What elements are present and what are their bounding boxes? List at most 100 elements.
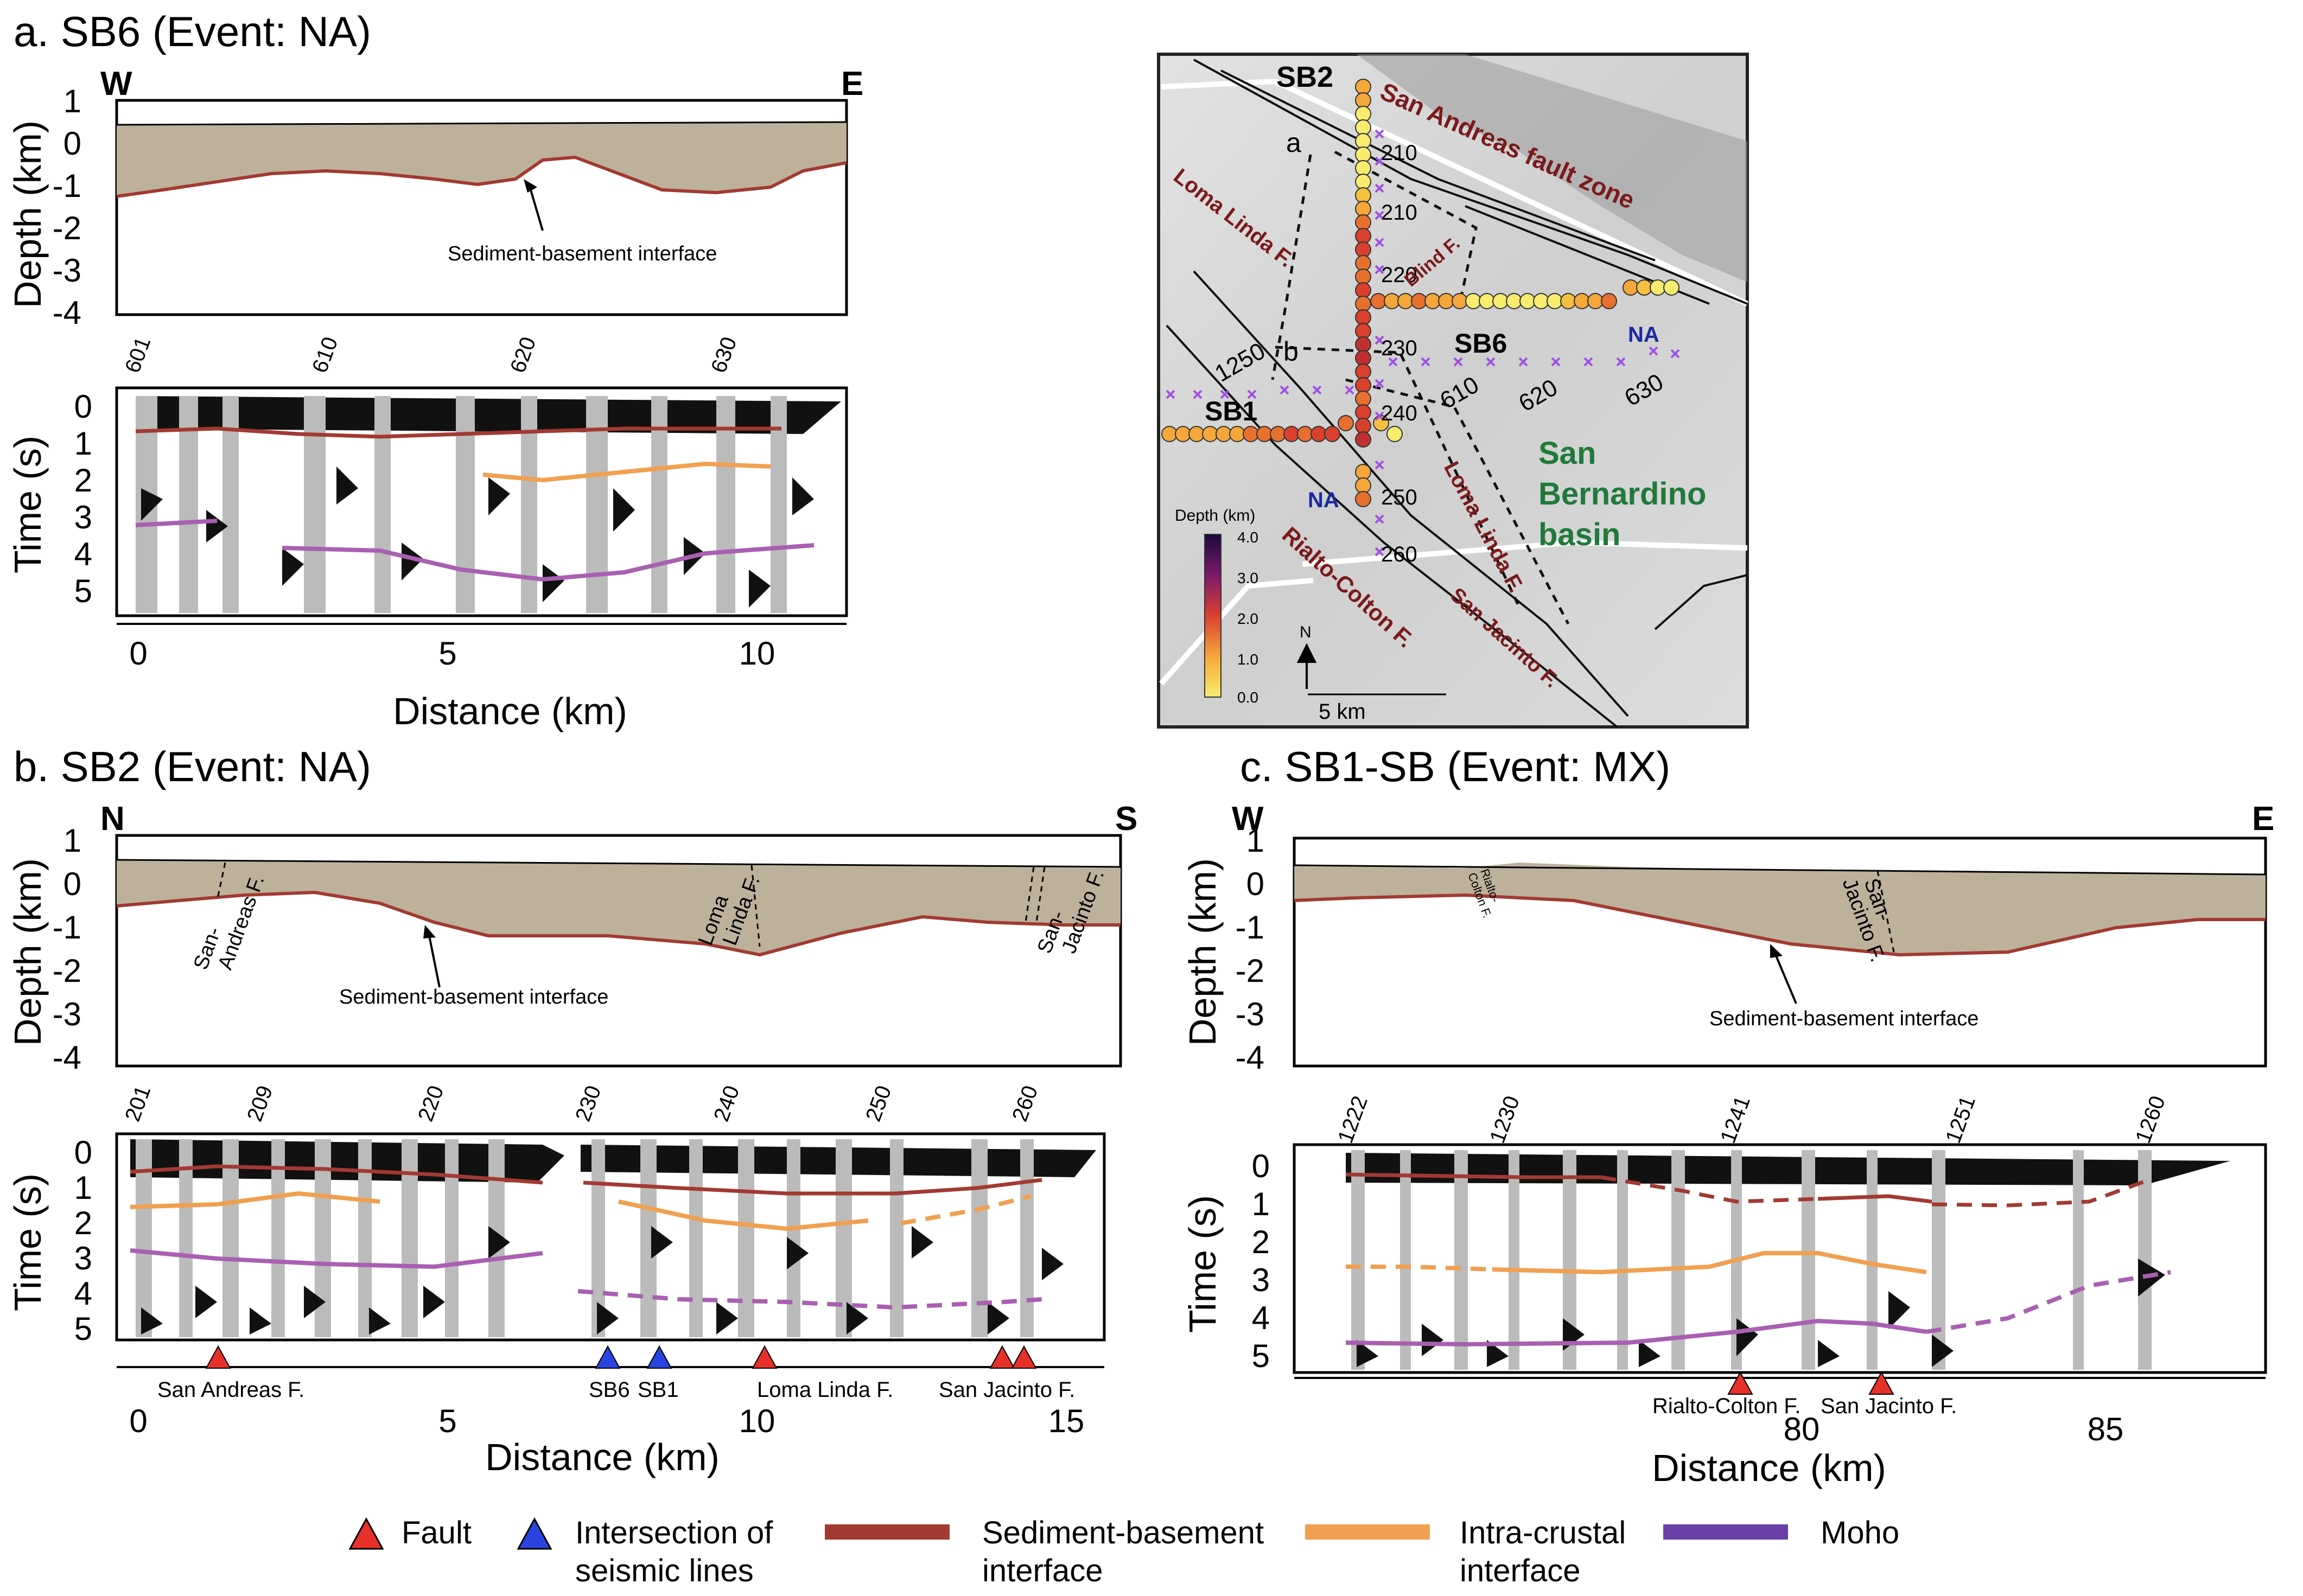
panel-c-moho-pick	[1345, 1318, 1927, 1347]
fault-marker-icon	[1727, 1371, 1753, 1395]
panel-b-fault-dashes	[216, 862, 1046, 947]
panel-a-time-tick: 2	[74, 462, 92, 499]
panel-a-distance-label: Distance (km)	[393, 690, 627, 732]
panel-c-station: 1230	[1485, 1093, 1524, 1146]
panel-c-depth-axis-label: Depth (km)	[1181, 858, 1224, 1046]
map-station-num: 220	[1381, 263, 1417, 287]
panel-a-title: a. SB6 (Event: NA)	[14, 8, 371, 55]
legend-fault-icon	[348, 1517, 384, 1550]
map-colorbar-tick: 0.0	[1237, 689, 1258, 706]
panel-b-annotation-arrow	[428, 933, 441, 988]
panel-a-station: 630	[707, 334, 741, 376]
panel-a-moho-pick-2	[282, 543, 815, 582]
legend-intra-label-1: Intra-crustal	[1460, 1515, 1626, 1550]
map-station-num: 250	[1381, 486, 1417, 509]
legend-fault-label: Fault	[402, 1515, 472, 1550]
panel-b-title: b. SB2 (Event: NA)	[14, 743, 371, 790]
panel-b-time-tick: 4	[74, 1275, 92, 1312]
panel-b-intra-pick-2	[618, 1199, 869, 1231]
panel-a-depth-tick: -4	[53, 295, 81, 331]
map-colorbar-title: Depth (km)	[1175, 507, 1255, 525]
map-panel: SB2 SB6 SB1 a b 210 210 220 230 240 250 …	[1157, 53, 1749, 729]
panel-c-sediment-line	[1294, 893, 2266, 957]
panel-c-sediment-pick-dashed-1	[1600, 1175, 1818, 1204]
panel-b-marker-label: San Jacinto F.	[939, 1378, 1075, 1402]
map-label-sb1: SB1	[1205, 396, 1257, 426]
panel-b-sediment-pick-1	[130, 1164, 543, 1185]
map-road-3	[1159, 578, 1314, 686]
panel-a-station: 620	[506, 334, 540, 376]
panel-b-depth-tick: -4	[53, 1039, 81, 1076]
legend-moho-swatch	[1663, 1524, 1788, 1540]
panel-a-arrow-head	[524, 179, 537, 193]
fault-marker-icon	[1868, 1371, 1894, 1395]
legend-sediment-label-1: Sediment-basement	[982, 1515, 1264, 1550]
panel-c-distance-label: Distance (km)	[1652, 1447, 1886, 1489]
map-scale-label: 5 km	[1319, 700, 1366, 724]
panel-b-depth-tick: -1	[53, 909, 81, 946]
panel-a: a. SB6 (Event: NA) W E 1 0 -1 -2 -3 -4 D…	[7, 8, 863, 732]
panel-c-depth-tick: -2	[1236, 953, 1264, 989]
panel-a-east-label: E	[841, 65, 863, 103]
panel-c-distance-tick: 80	[1784, 1411, 1820, 1447]
panel-b-annotation: Sediment-basement interface	[339, 986, 608, 1008]
panel-c-annotation-arrow	[1773, 952, 1797, 1004]
panel-c-depth-tick: -4	[1236, 1039, 1264, 1076]
legend-intersection-icon	[517, 1517, 552, 1550]
panel-c-depth-tick: 1	[1246, 822, 1264, 859]
panel-c-time-tick: 5	[1252, 1338, 1270, 1374]
panel-a-annotation-arrow	[528, 184, 544, 231]
map-colorbar-tick: 3.0	[1237, 570, 1258, 586]
panel-b-station: 209	[243, 1082, 277, 1125]
map-colorbar-tick: 2.0	[1237, 610, 1258, 627]
panel-b-station: 260	[1008, 1082, 1042, 1125]
panel-c-time-tick: 4	[1252, 1300, 1270, 1336]
panel-b-distance-tick: 0	[129, 1403, 147, 1439]
panel-c-sediment-pick-2	[1817, 1194, 1932, 1204]
panel-b-south-label: S	[1115, 800, 1137, 838]
panel-a-depth-tick: 0	[63, 125, 81, 162]
panel-c-depth-tick: -1	[1236, 909, 1264, 946]
panel-b-intra-pick-dashed	[900, 1194, 1032, 1225]
panel-b-depth-axis-label: Depth (km)	[7, 858, 49, 1046]
map-sb1-stations	[1161, 415, 1403, 442]
intersection-marker-icon	[646, 1345, 672, 1369]
legend-sediment-label-2: interface	[982, 1553, 1103, 1588]
panel-b-arrow-head	[423, 925, 436, 939]
panel-b-time-axis-label: Time (s)	[7, 1173, 49, 1311]
panel-c-marker-label: Rialto-Colton F.	[1652, 1394, 1801, 1418]
panel-a-time-axis-label: Time (s)	[7, 436, 49, 573]
panel-c-station: 1241	[1716, 1093, 1755, 1146]
fault-marker-icon	[989, 1345, 1015, 1369]
panel-c-time-tick: 1	[1252, 1186, 1270, 1222]
panel-a-distance-tick: 5	[438, 635, 456, 672]
panel-b-marker-label: Loma Linda F.	[757, 1378, 893, 1402]
panel-a-time-tick: 0	[74, 388, 92, 425]
panel-b-north-label: N	[100, 800, 125, 838]
legend-intersection-label-2: seismic lines	[575, 1553, 754, 1588]
map-colorbar	[1204, 534, 1222, 698]
panel-c-marker-label: San Jacinto F.	[1821, 1394, 1957, 1418]
panel-c: c. SB1-SB (Event: MX) W E Rialto- Colton…	[1181, 743, 2274, 1489]
panel-b-time-tick: 5	[74, 1311, 92, 1347]
panel-a-station: 610	[308, 334, 342, 376]
panel-a-depth-tick: 1	[63, 83, 81, 119]
intersection-marker-icon	[595, 1345, 621, 1369]
panel-b-sediment-fill	[117, 860, 1121, 955]
panel-c-moho-pick-dashed	[1926, 1270, 2171, 1334]
fault-marker-icon	[1011, 1345, 1037, 1369]
panel-a-sediment-pick	[135, 426, 781, 439]
panel-a-depth-tick: -1	[53, 168, 81, 204]
map-label-sb6: SB6	[1454, 328, 1507, 359]
panel-c-annotation: Sediment-basement interface	[1709, 1007, 1978, 1030]
panel-c-station: 1260	[2131, 1093, 2170, 1146]
map-fault-traces	[1166, 59, 1748, 728]
map-profile-b: b	[1283, 336, 1299, 367]
map-profile-a: a	[1286, 127, 1301, 158]
panel-b-waveforms	[130, 1139, 1096, 1337]
panel-a-intra-pick	[482, 461, 771, 483]
panel-b-marker-label: San Andreas F.	[157, 1378, 304, 1402]
map-station-num: 240	[1381, 401, 1417, 425]
panel-a-depth-tick: -2	[53, 210, 81, 246]
